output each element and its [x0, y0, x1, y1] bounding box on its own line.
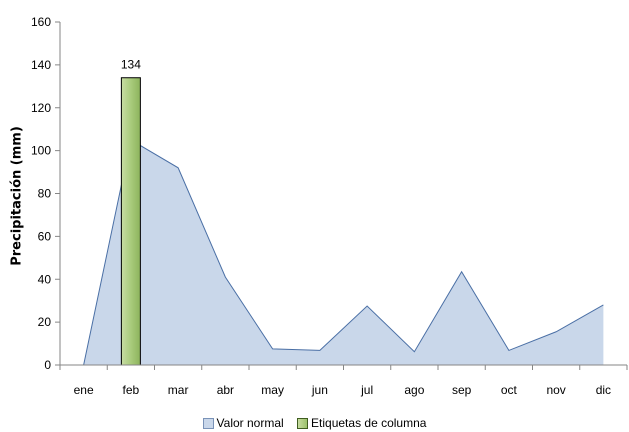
x-tick-label-jun: jun — [311, 383, 328, 397]
x-tick-label-feb: feb — [123, 383, 140, 397]
x-tick-label-mar: mar — [168, 383, 189, 397]
x-tick-label-oct: oct — [501, 383, 518, 397]
y-tick-label-40: 40 — [38, 272, 52, 286]
x-tick-label-abr: abr — [217, 383, 234, 397]
legend-item-area: Valor normal — [202, 416, 284, 430]
legend-label-area: Valor normal — [216, 416, 284, 430]
data-label-feb: 134 — [121, 58, 141, 72]
y-tick-label-160: 160 — [31, 15, 51, 29]
y-tick-label-20: 20 — [38, 315, 52, 329]
x-tick-label-jul: jul — [360, 383, 373, 397]
bar-feb — [120, 77, 141, 366]
x-tick-label-ene: ene — [74, 383, 94, 397]
y-tick-label-60: 60 — [38, 229, 52, 243]
legend: Valor normal Etiquetas de columna — [0, 416, 629, 432]
area-series-fill — [83, 139, 604, 365]
y-axis-label: Precipitación (mm) — [9, 126, 25, 266]
legend-swatch-column — [297, 417, 309, 429]
y-tick-label-100: 100 — [31, 144, 51, 158]
x-tick-label-ago: ago — [404, 383, 424, 397]
x-tick-label-dic: dic — [596, 383, 611, 397]
area-series-line — [83, 139, 604, 366]
y-tick-label-140: 140 — [31, 58, 51, 72]
x-tick-label-may: may — [261, 383, 284, 397]
y-tick-label-0: 0 — [44, 358, 51, 372]
y-tick-label-120: 120 — [31, 101, 51, 115]
legend-label-column: Etiquetas de columna — [311, 416, 427, 430]
x-tick-label-nov: nov — [546, 383, 565, 397]
x-tick-label-sep: sep — [452, 383, 472, 397]
legend-swatch-area — [202, 417, 214, 429]
legend-item-column: Etiquetas de columna — [297, 416, 426, 430]
y-tick-label-80: 80 — [38, 187, 52, 201]
